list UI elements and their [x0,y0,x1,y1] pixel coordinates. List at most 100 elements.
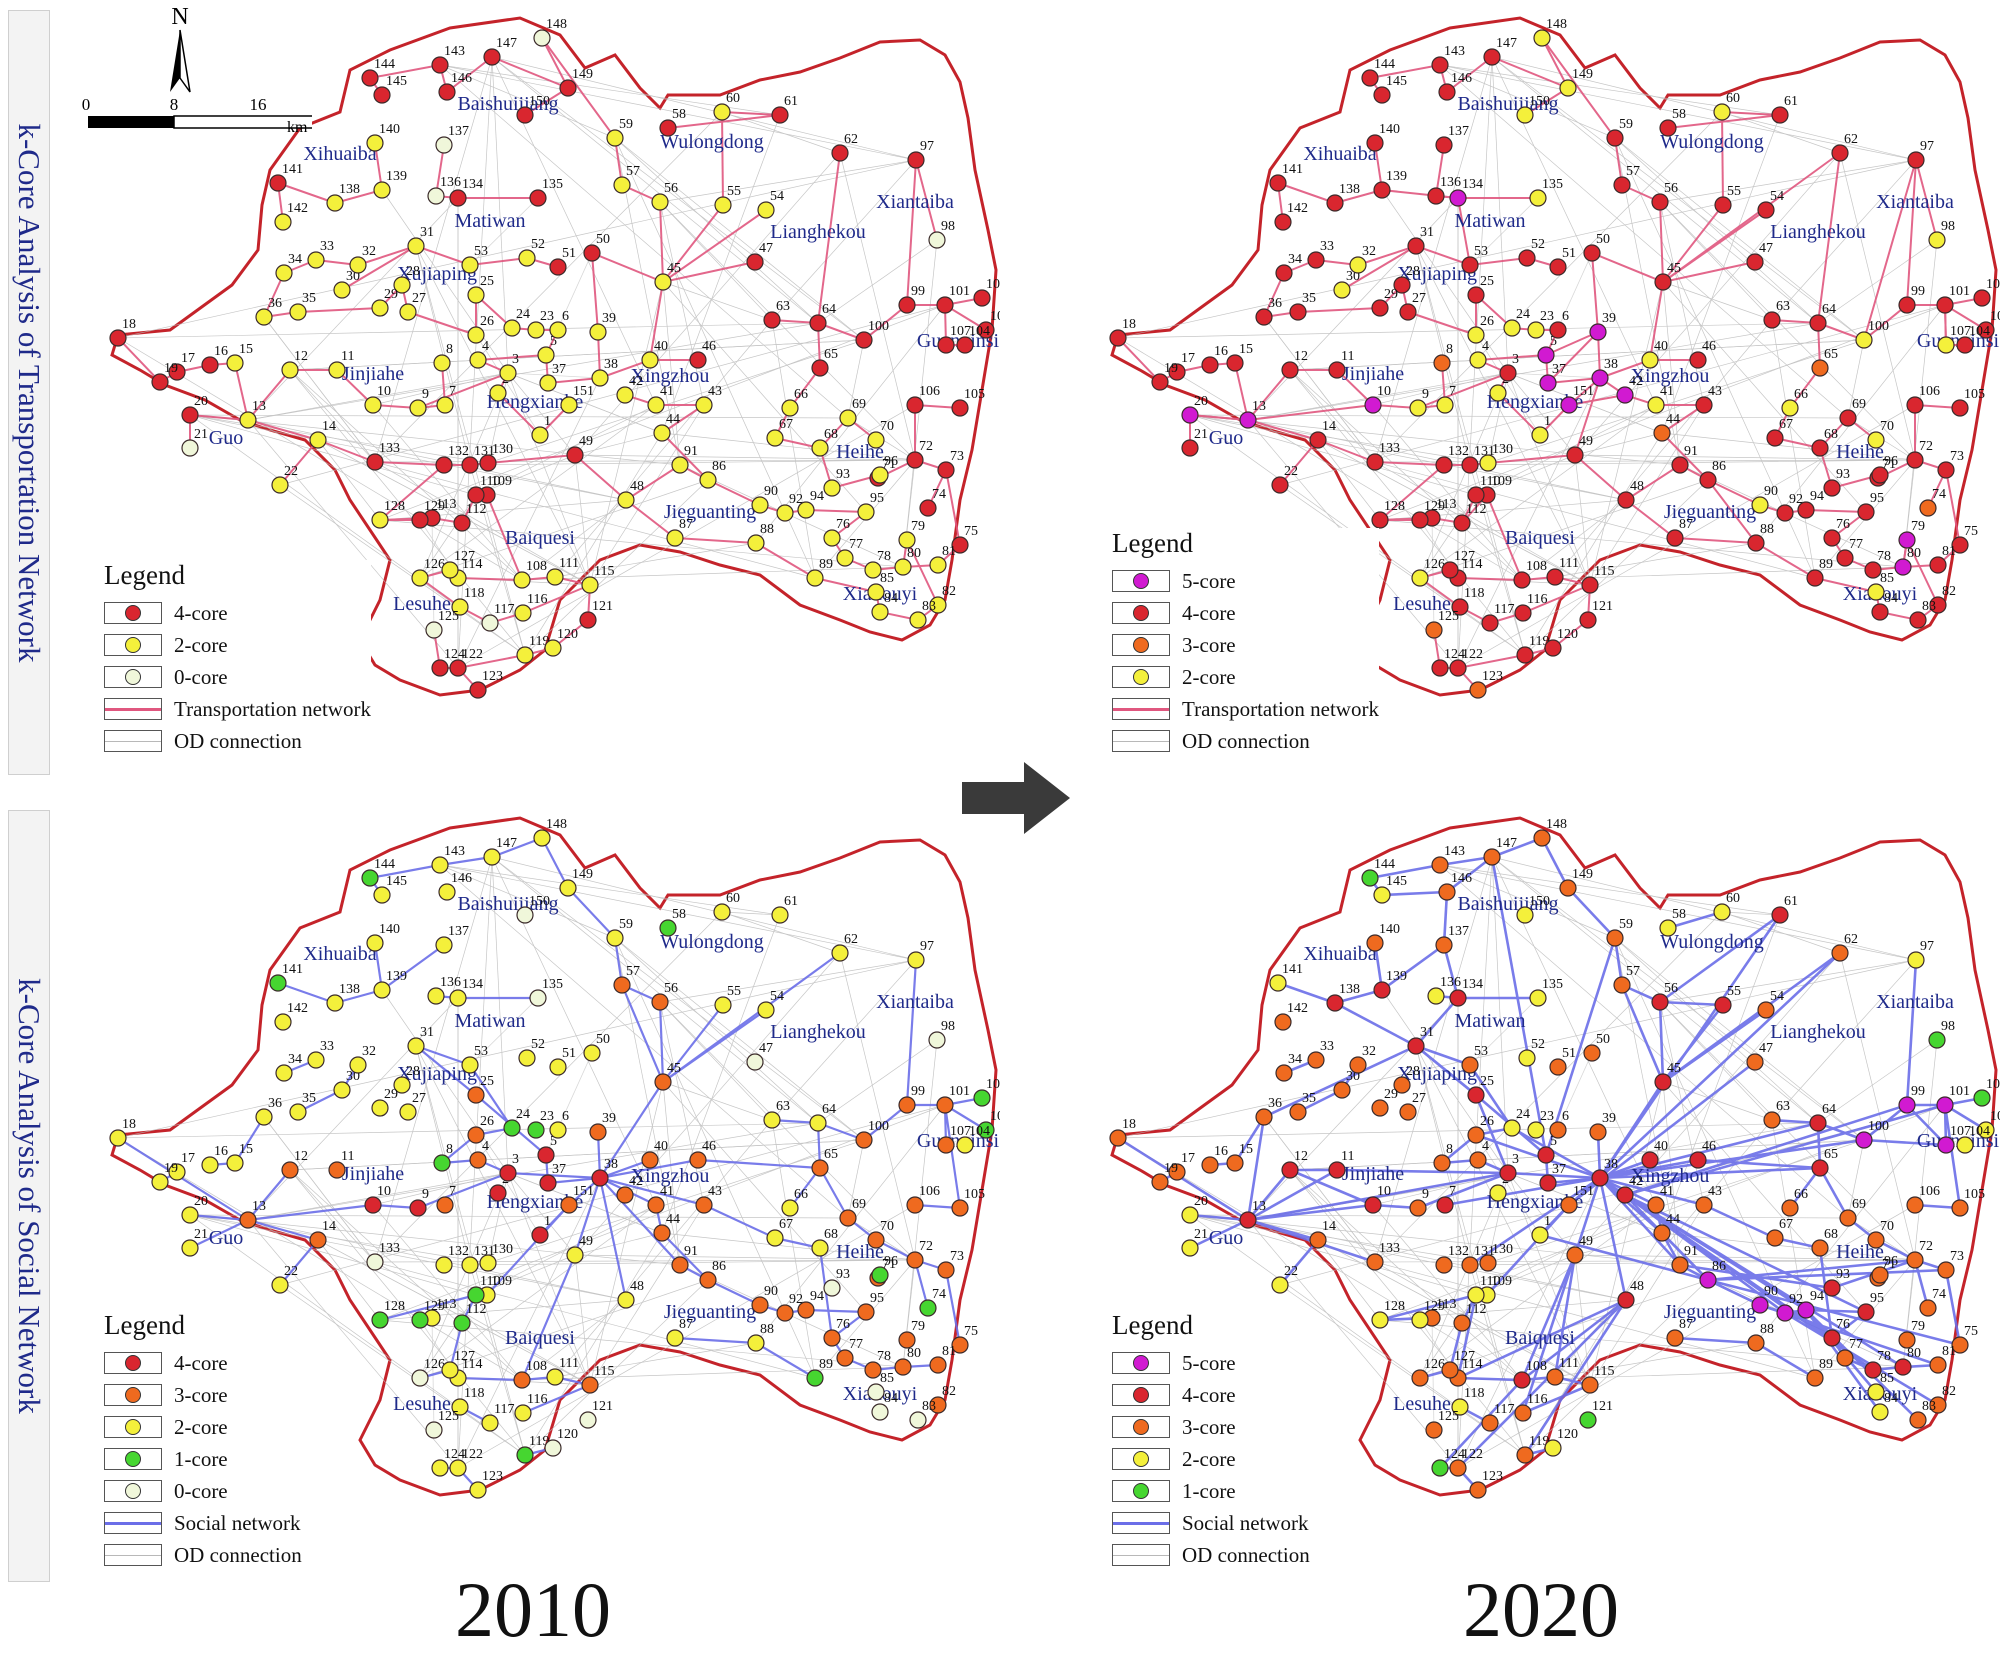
od-connection-line [659,1001,705,1206]
village-node-6 [1549,1121,1567,1139]
village-node-label-136: 136 [440,975,461,990]
od-connection-line [1771,959,1917,1121]
village-node-112 [1453,1314,1471,1332]
village-node-9 [409,399,427,417]
village-node-label-22: 22 [1284,464,1298,479]
village-node-102 [973,1089,991,1107]
north-arrow-right-half [179,29,191,93]
village-node-label-142: 142 [1287,1001,1308,1016]
transport-network-edge [1247,419,1319,441]
village-node-26 [467,326,485,344]
village-node-25 [467,286,485,304]
village-node-label-85: 85 [1880,571,1894,586]
village-node-97 [1907,951,1925,969]
legend-label: Transportation network [174,696,371,721]
transport-network-edge [1755,542,1816,579]
village-node-141 [269,974,287,992]
place-label-xingzhou: Xingzhou [1631,1165,1710,1187]
village-node-label-7: 7 [1449,384,1456,399]
social-network-edge [1457,1298,1627,1380]
village-node-label-1: 1 [544,1214,551,1229]
village-node-7 [436,396,454,414]
village-node-label-101: 101 [949,284,970,299]
transport-network-edge [707,479,761,506]
village-node-104 [956,1136,974,1154]
village-node-3 [499,364,517,382]
village-node-24 [1503,319,1521,337]
transport-network-edge [591,252,664,283]
village-node-13 [239,1211,257,1229]
od-connection-line [1415,245,1526,656]
od-connection-line [247,997,459,1221]
legend-label: 4-core [174,600,228,625]
village-node-75 [951,1336,969,1354]
village-node-104 [1956,336,1974,354]
village-node-label-31: 31 [1420,1025,1434,1040]
village-node-51 [549,1058,567,1076]
village-node-label-37: 37 [1552,1162,1566,1177]
village-node-18 [1109,329,1127,347]
place-label-matiwan: Matiwan [454,1010,525,1032]
village-node-label-82: 82 [942,584,956,599]
village-node-label-139: 139 [386,969,407,984]
transport-network-edge [1625,499,1676,539]
transport-network-edge [1574,377,1601,456]
village-node-106 [1906,1196,1924,1214]
legend-label: 0-core [174,664,228,689]
social-network-edge [381,944,445,991]
social-network-edge [620,984,665,1083]
od-connection-line [1721,911,1781,916]
village-node-20 [1181,1206,1199,1224]
village-node-79 [898,531,916,549]
village-node-label-11: 11 [1341,349,1354,364]
village-node-label-14: 14 [1322,419,1336,434]
village-node-label-68: 68 [824,1227,838,1242]
transport-network-edge [1547,331,1599,384]
legend-line-swatch [1112,730,1170,752]
village-node-139 [373,181,391,199]
od-connection-line [1117,159,1917,339]
village-node-label-97: 97 [1920,939,1934,954]
transport-network-edge [591,252,599,333]
village-node-102 [1973,1089,1991,1107]
social-network-edge [234,1116,265,1164]
transport-network-edge [1381,189,1459,199]
village-node-123 [1469,1481,1487,1499]
transport-network-edge [661,432,709,481]
village-node-118 [1451,598,1469,616]
village-node-label-137: 137 [1448,124,1469,139]
od-connection-line [554,319,773,578]
village-node-label-112: 112 [1466,1302,1486,1317]
village-node-label-78: 78 [877,549,891,564]
village-node-label-123: 123 [1482,669,1503,684]
village-node-label-38: 38 [1604,1157,1618,1172]
village-node-label-51: 51 [562,1046,576,1061]
village-node-label-109: 109 [1491,474,1512,489]
village-node-label-63: 63 [776,299,790,314]
village-node-90 [1751,1296,1769,1314]
village-node-label-111: 111 [559,1356,579,1371]
core-dot-icon [1133,605,1149,621]
village-node-label-58: 58 [1672,907,1686,922]
od-connection-line [289,1169,523,1381]
village-node-label-32: 32 [362,1044,376,1059]
village-node-29 [371,1099,389,1117]
od-connection-line [374,911,723,1263]
village-node-50 [583,244,601,262]
village-node-label-75: 75 [964,1324,978,1339]
village-node-label-9: 9 [422,1187,429,1202]
od-connection-line [372,1204,523,1381]
village-node-label-117: 117 [494,1402,514,1417]
village-node-70 [867,431,885,449]
village-node-label-16: 16 [214,1144,228,1159]
social-network-edge [1599,1138,1865,1180]
village-node-label-103: 103 [1990,1109,2000,1124]
village-node-label-106: 106 [919,384,940,399]
legend-label: 5-core [1182,568,1236,593]
village-node-label-102: 102 [1986,277,2000,292]
village-node-119 [1516,646,1534,664]
village-node-label-40: 40 [1654,1139,1668,1154]
social-network-edge [1805,1309,1919,1421]
village-node-label-150: 150 [1529,894,1550,909]
village-node-label-58: 58 [672,107,686,122]
